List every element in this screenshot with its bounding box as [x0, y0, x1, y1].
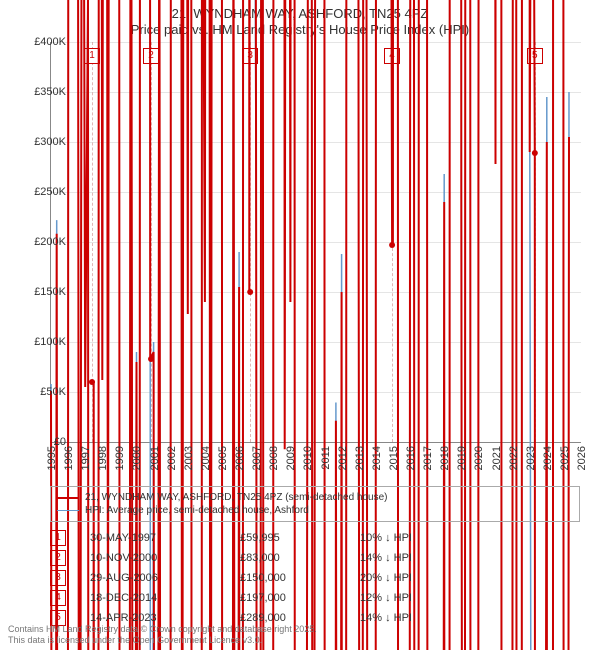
y-tick-label: £200K — [20, 236, 66, 248]
x-tick-label: 2023 — [525, 446, 537, 470]
x-tick-label: 2008 — [268, 446, 280, 470]
footer-note: Contains HM Land Registry data © Crown c… — [8, 624, 317, 646]
sale-delta: 10% ↓ HPI — [360, 532, 480, 544]
x-tick-label: 1996 — [63, 446, 75, 470]
sale-point-marker — [247, 289, 253, 295]
y-tick-label: £0 — [20, 436, 66, 448]
chart-title: 21, WYNDHAM WAY, ASHFORD, TN25 4PZ Price… — [0, 0, 600, 39]
x-tick-label: 2005 — [217, 446, 229, 470]
sale-date: 29-AUG-2006 — [90, 572, 240, 584]
sale-row-badge: 3 — [50, 570, 66, 586]
x-tick-label: 2003 — [183, 446, 195, 470]
sale-point-marker — [389, 242, 395, 248]
sale-row: 3 29-AUG-2006£150,00020% ↓ HPI — [50, 568, 580, 588]
sales-table: 1 30-MAY-1997£59,99510% ↓ HPI 2 10-NOV-2000… — [50, 528, 580, 628]
sale-delta: 14% ↓ HPI — [360, 552, 480, 564]
x-tick-label: 2001 — [149, 446, 161, 470]
sale-row: 2 10-NOV-2000£83,00014% ↓ HPI — [50, 548, 580, 568]
x-tick-label: 1999 — [114, 446, 126, 470]
x-tick-label: 2006 — [234, 446, 246, 470]
y-tick-label: £100K — [20, 336, 66, 348]
sale-date: 14-APR-2023 — [90, 612, 240, 624]
x-tick-label: 2016 — [405, 446, 417, 470]
sale-date: 10-NOV-2000 — [90, 552, 240, 564]
x-tick-label: 2024 — [542, 446, 554, 470]
x-tick-label: 2015 — [388, 446, 400, 470]
x-tick-label: 2009 — [285, 446, 297, 470]
sale-row: 4 18-DEC-2014£197,00012% ↓ HPI — [50, 588, 580, 608]
chart-container: 21, WYNDHAM WAY, ASHFORD, TN25 4PZ Price… — [0, 0, 600, 650]
sale-row: 1 30-MAY-1997£59,99510% ↓ HPI — [50, 528, 580, 548]
footer-line-2: This data is licensed under the Open Gov… — [8, 635, 317, 646]
sale-row-badge: 1 — [50, 530, 66, 546]
x-tick-label: 2011 — [320, 446, 332, 470]
legend-swatch — [57, 497, 79, 499]
x-tick-label: 2025 — [559, 446, 571, 470]
x-tick-label: 2022 — [508, 446, 520, 470]
sale-point-marker — [532, 150, 538, 156]
x-tick-label: 2002 — [166, 446, 178, 470]
sale-price: £59,995 — [240, 532, 360, 544]
footer-line-1: Contains HM Land Registry data © Crown c… — [8, 624, 317, 635]
y-tick-label: £400K — [20, 36, 66, 48]
x-tick-label: 2021 — [491, 446, 503, 470]
sale-price: £150,000 — [240, 572, 360, 584]
x-tick-label: 2014 — [371, 446, 383, 470]
sale-price: £197,000 — [240, 592, 360, 604]
title-line-2: Price paid vs. HM Land Registry's House … — [0, 22, 600, 38]
sale-point-marker — [148, 356, 154, 362]
x-tick-label: 2007 — [251, 446, 263, 470]
x-tick-label: 2018 — [439, 446, 451, 470]
x-tick-label: 2013 — [354, 446, 366, 470]
x-tick-label: 2012 — [337, 446, 349, 470]
sale-point-marker — [89, 379, 95, 385]
legend-swatch — [57, 510, 79, 511]
x-tick-label: 2017 — [422, 446, 434, 470]
sale-price: £83,000 — [240, 552, 360, 564]
y-tick-label: £350K — [20, 86, 66, 98]
sale-price: £289,000 — [240, 612, 360, 624]
sale-delta: 20% ↓ HPI — [360, 572, 480, 584]
x-tick-label: 1995 — [46, 446, 58, 470]
sale-date: 30-MAY-1997 — [90, 532, 240, 544]
sale-row-badge: 4 — [50, 590, 66, 606]
legend-item: HPI: Average price, semi-detached house,… — [57, 504, 573, 517]
series-svg — [51, 42, 581, 442]
legend-item: 21, WYNDHAM WAY, ASHFORD, TN25 4PZ (semi… — [57, 491, 573, 504]
legend-label: 21, WYNDHAM WAY, ASHFORD, TN25 4PZ (semi… — [85, 492, 388, 503]
x-tick-label: 1997 — [80, 446, 92, 470]
y-tick-label: £300K — [20, 136, 66, 148]
sale-delta: 12% ↓ HPI — [360, 592, 480, 604]
legend-label: HPI: Average price, semi-detached house,… — [85, 505, 309, 516]
x-tick-label: 2000 — [131, 446, 143, 470]
x-tick-label: 1998 — [97, 446, 109, 470]
sale-delta: 14% ↓ HPI — [360, 612, 480, 624]
y-tick-label: £250K — [20, 186, 66, 198]
legend: 21, WYNDHAM WAY, ASHFORD, TN25 4PZ (semi… — [50, 486, 580, 522]
y-tick-label: £150K — [20, 286, 66, 298]
sale-row-badge: 2 — [50, 550, 66, 566]
x-tick-label: 2004 — [200, 446, 212, 470]
x-tick-label: 2020 — [473, 446, 485, 470]
x-tick-label: 2010 — [302, 446, 314, 470]
x-tick-label: 2026 — [576, 446, 588, 470]
y-tick-label: £50K — [20, 386, 66, 398]
plot-area: 12345 1995199619971998199920002001200220… — [50, 42, 581, 443]
x-tick-label: 2019 — [456, 446, 468, 470]
title-line-1: 21, WYNDHAM WAY, ASHFORD, TN25 4PZ — [0, 6, 600, 22]
sale-date: 18-DEC-2014 — [90, 592, 240, 604]
